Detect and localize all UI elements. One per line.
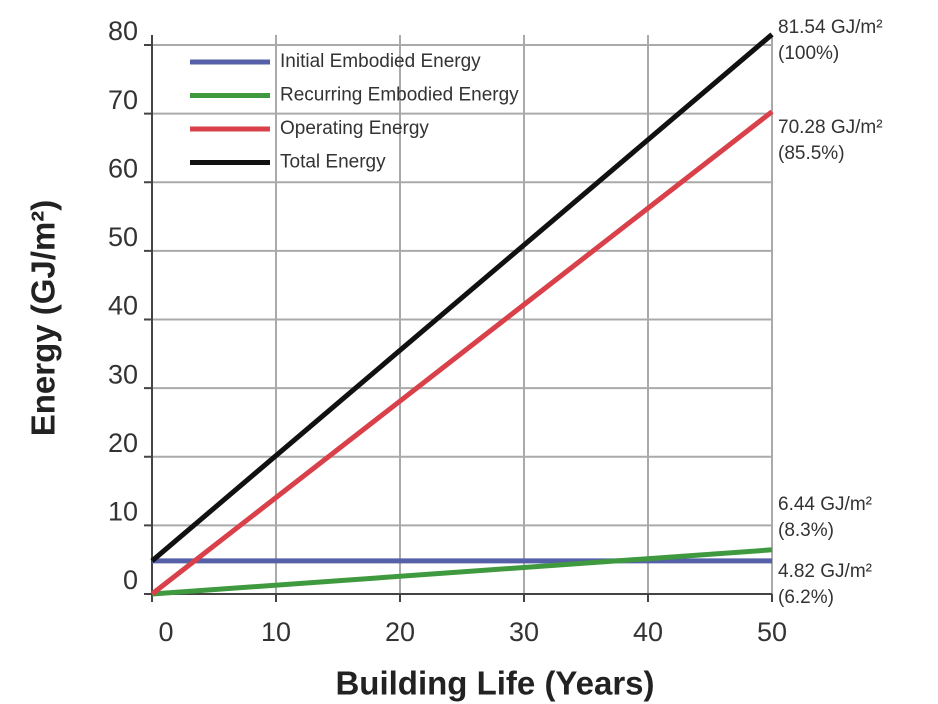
y-tick-label: 50 <box>108 222 138 252</box>
annotation: (8.3%) <box>778 520 834 541</box>
legend-label: Operating Energy <box>280 118 429 139</box>
annotation: 6.44 GJ/m² <box>778 494 872 515</box>
y-tick-label: 0 <box>123 565 138 595</box>
y-tick-label: 20 <box>108 428 138 458</box>
annotation: (85.5%) <box>778 143 845 164</box>
x-tick-label: 50 <box>757 617 787 647</box>
annotation: (6.2%) <box>778 587 834 608</box>
x-tick-label: 40 <box>633 617 663 647</box>
x-tick-label: 0 <box>158 617 173 647</box>
series-line <box>150 32 774 563</box>
y-tick-label: 40 <box>108 291 138 321</box>
y-tick-label: 70 <box>108 85 138 115</box>
y-tick-label: 10 <box>108 497 138 527</box>
y-axis-title: Energy (GJ/m²) <box>25 200 62 437</box>
legend-label: Total Energy <box>280 152 386 173</box>
y-tick-label: 30 <box>108 359 138 389</box>
x-tick-label: 30 <box>509 617 539 647</box>
x-tick-label: 10 <box>261 617 291 647</box>
series-line <box>150 109 774 596</box>
legend-label: Initial Embodied Energy <box>280 51 481 72</box>
y-tick-label: 80 <box>108 16 138 46</box>
x-axis-title: Building Life (Years) <box>335 665 654 702</box>
annotation: 70.28 GJ/m² <box>778 117 883 138</box>
annotation: (100%) <box>778 43 839 64</box>
legend-label: Recurring Embodied Energy <box>280 85 519 106</box>
x-tick-label: 20 <box>385 617 415 647</box>
annotation: 81.54 GJ/m² <box>778 17 883 38</box>
annotation: 4.82 GJ/m² <box>778 561 872 582</box>
y-tick-label: 60 <box>108 153 138 183</box>
series-line <box>151 547 773 597</box>
